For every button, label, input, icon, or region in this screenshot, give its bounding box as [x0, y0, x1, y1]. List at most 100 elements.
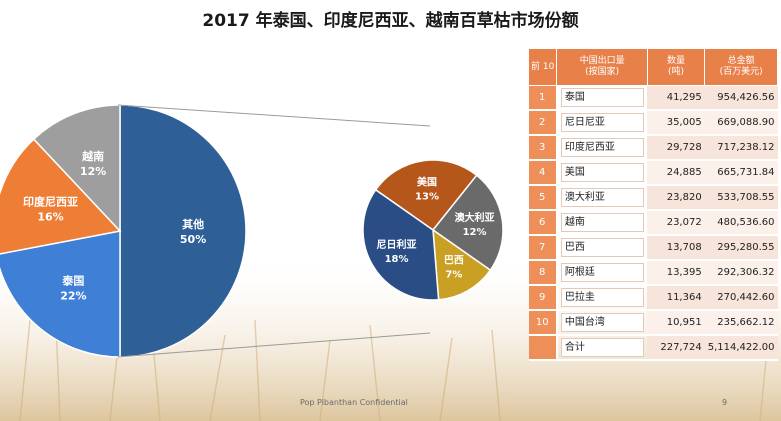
table-row: 1 泰国 41,295 954,426.56	[528, 85, 778, 111]
country-label: 阿根廷	[560, 263, 645, 282]
total-cell: 669,088.90	[704, 110, 778, 136]
qty-cell: 10,951	[647, 310, 705, 336]
header-total: 总金额 (百万美元)	[704, 48, 778, 86]
country-label: 合计	[560, 338, 645, 357]
table-row: 9 巴拉圭 11,364 270,442.60	[528, 285, 778, 311]
detail-pie: 美国 13% 澳大利亚 12% 巴西 7% 尼日利亚 18%	[362, 159, 504, 301]
pie1-pct-0: 50%	[180, 233, 206, 246]
total-cell: 235,662.12	[704, 310, 778, 336]
country-cell: 阿根廷	[556, 260, 648, 286]
country-cell: 泰国	[556, 85, 648, 111]
pie1-pct-2: 16%	[37, 210, 63, 223]
country-cell: 尼日尼亚	[556, 110, 648, 136]
pie2-label-3: 尼日利亚	[377, 238, 417, 251]
chart-title: 2017 年泰国、印度尼西亚、越南百草枯市场份额	[202, 11, 579, 31]
qty-cell: 13,395	[647, 260, 705, 286]
country-cell: 巴拉圭	[556, 285, 648, 311]
total-cell: 295,280.55	[704, 235, 778, 261]
total-cell: 665,731.84	[704, 160, 778, 186]
pie2-slice-0	[374, 159, 478, 232]
table-row: 8 阿根廷 13,395 292,306.32	[528, 260, 778, 286]
total-cell: 717,238.12	[704, 135, 778, 161]
pie2-pct-3: 18%	[385, 254, 409, 265]
pie2-label-1: 澳大利亚	[455, 211, 495, 224]
pie1-slice-1	[0, 230, 121, 358]
country-cell: 巴西	[556, 235, 648, 261]
header-country: 中国出口量 (按国家)	[556, 48, 648, 86]
country-cell: 合计	[556, 335, 648, 361]
pie2-pct-2: 7%	[445, 269, 462, 280]
country-label: 泰国	[560, 88, 645, 107]
pie1-slice-3	[32, 104, 121, 233]
export-table: 前 10 中国出口量 (按国家) 数量 (吨) 总金额 (百万美元) 1 泰国 41…	[527, 48, 778, 361]
qty-cell: 24,885	[647, 160, 705, 186]
pie2-pct-0: 13%	[415, 191, 439, 202]
qty-cell: 41,295	[647, 85, 705, 111]
rank-cell: 7	[528, 235, 558, 261]
country-cell: 中国台湾	[556, 310, 648, 336]
table-row: 4 美国 24,885 665,731.84	[528, 160, 778, 186]
pie1-label-2: 印度尼西亚	[23, 194, 78, 208]
connector-top	[117, 104, 431, 127]
country-label: 巴拉圭	[560, 288, 645, 307]
qty-cell: 35,005	[647, 110, 705, 136]
table-row: 10 中国台湾 10,951 235,662.12	[528, 310, 778, 336]
qty-cell: 23,820	[647, 185, 705, 211]
pie2-slice-3	[362, 188, 440, 301]
rank-cell: 10	[528, 310, 558, 336]
pie2-slice-1	[431, 174, 504, 272]
pie1-slice-2	[0, 138, 122, 255]
country-label: 中国台湾	[560, 313, 645, 332]
rank-cell: 4	[528, 160, 558, 186]
pie2-label-0: 美国	[417, 175, 437, 188]
rank-cell: 8	[528, 260, 558, 286]
page-number: 9	[722, 398, 728, 407]
country-cell: 澳大利亚	[556, 185, 648, 211]
pie1-pct-3: 12%	[80, 165, 106, 178]
total-cell: 5,114,422.00	[704, 335, 778, 361]
main-pie: 其他 50% 泰国 22% 印度尼西亚 16% 越南 12%	[0, 104, 247, 358]
country-label: 印度尼西亚	[560, 138, 645, 157]
qty-cell: 29,728	[647, 135, 705, 161]
rank-cell: 9	[528, 285, 558, 311]
pie1-label-3: 越南	[81, 149, 104, 163]
table-row: 2 尼日尼亚 35,005 669,088.90	[528, 110, 778, 136]
connector-bottom	[117, 332, 431, 358]
table-row: 7 巴西 13,708 295,280.55	[528, 235, 778, 261]
table-row: 3 印度尼西亚 29,728 717,238.12	[528, 135, 778, 161]
pie2-pct-1: 12%	[463, 227, 487, 238]
table-row: 6 越南 23,072 480,536.60	[528, 210, 778, 236]
rank-cell: 2	[528, 110, 558, 136]
country-cell: 印度尼西亚	[556, 135, 648, 161]
rank-cell: 3	[528, 135, 558, 161]
country-label: 澳大利亚	[560, 188, 645, 207]
table-row: 5 澳大利亚 23,820 533,708.55	[528, 185, 778, 211]
pie2-label-2: 巴西	[444, 254, 464, 266]
qty-cell: 13,708	[647, 235, 705, 261]
rank-cell: 6	[528, 210, 558, 236]
pie2-slice-2	[432, 228, 492, 301]
pie1-pct-1: 22%	[60, 289, 86, 302]
total-cell: 954,426.56	[704, 85, 778, 111]
pie1-label-0: 其他	[182, 217, 204, 231]
country-cell: 越南	[556, 210, 648, 236]
rank-cell: 5	[528, 185, 558, 211]
header-qty: 数量 (吨)	[646, 48, 706, 86]
country-cell: 美国	[556, 160, 648, 186]
pie1-label-1: 泰国	[61, 273, 84, 287]
qty-cell: 227,724	[647, 335, 705, 361]
qty-cell: 11,364	[647, 285, 705, 311]
qty-cell: 23,072	[647, 210, 705, 236]
footer-text: Pop Pibanthan Confidential	[300, 398, 408, 407]
header-rank: 前 10	[527, 48, 558, 86]
total-cell: 533,708.55	[704, 185, 778, 211]
total-cell: 292,306.32	[704, 260, 778, 286]
country-label: 巴西	[560, 238, 645, 257]
total-cell: 270,442.60	[704, 285, 778, 311]
country-label: 越南	[560, 213, 645, 232]
rank-cell	[528, 335, 558, 361]
table-header-row: 前 10 中国出口量 (按国家) 数量 (吨) 总金额 (百万美元)	[527, 48, 778, 86]
table-total-row: 合计 227,724 5,114,422.00	[528, 335, 778, 361]
pie1-slice-0	[119, 104, 247, 358]
